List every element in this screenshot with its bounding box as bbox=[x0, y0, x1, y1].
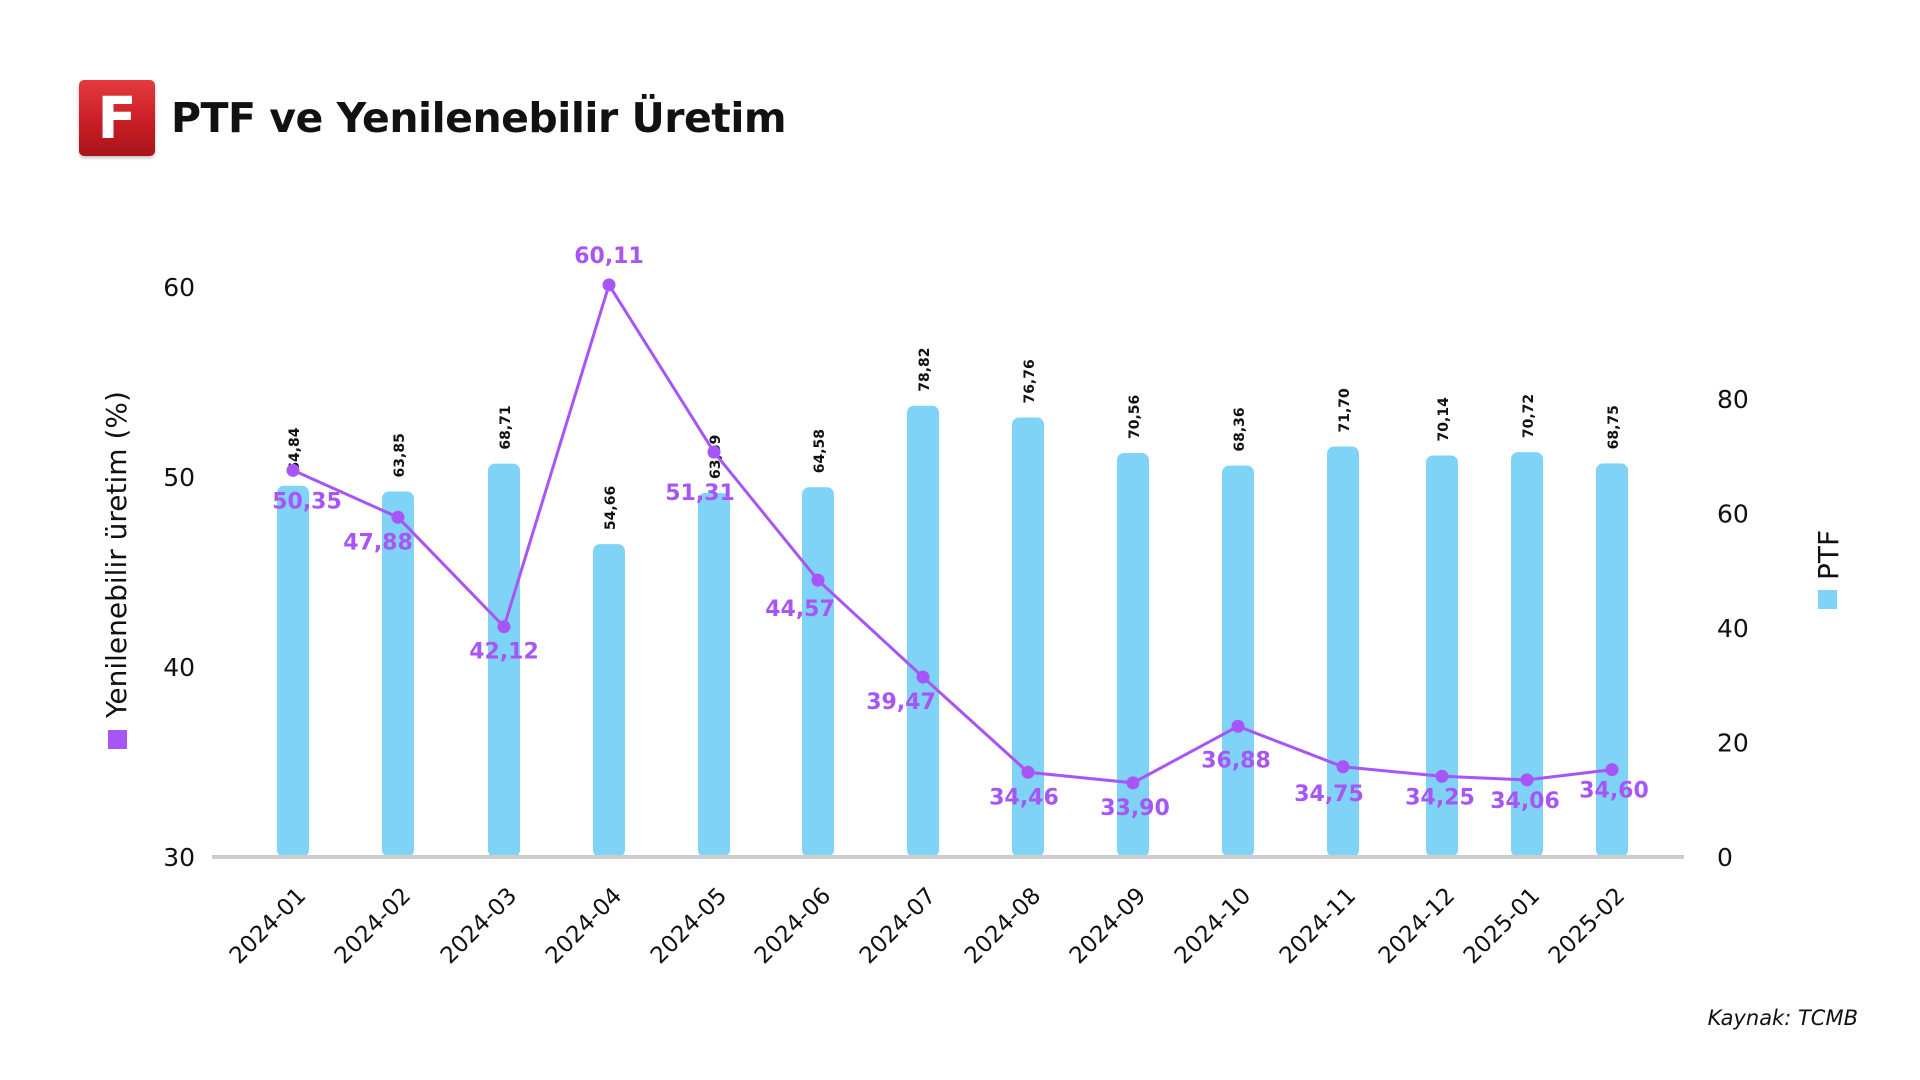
ptf-bar bbox=[1596, 463, 1628, 857]
ptf-bar bbox=[907, 405, 939, 857]
left-axis-tick-label: 60 bbox=[163, 273, 195, 302]
ptf-bar bbox=[1511, 452, 1543, 857]
renewable-point bbox=[1021, 765, 1035, 779]
x-axis-tick-label: 2024-04 bbox=[541, 883, 627, 969]
renewable-point bbox=[286, 463, 300, 477]
x-axis-tick-label: 2024-05 bbox=[646, 883, 732, 969]
chart-title: PTF ve Yenilenebilir Üretim bbox=[171, 94, 787, 142]
right-axis-tick-label: 0 bbox=[1717, 843, 1733, 872]
ptf-bar bbox=[382, 491, 414, 857]
renewable-data-label: 33,90 bbox=[1100, 796, 1170, 821]
ptf-bar bbox=[1117, 453, 1149, 857]
ptf-bar bbox=[1012, 417, 1044, 857]
x-axis-tick-label: 2024-11 bbox=[1275, 883, 1361, 969]
renewable-data-label: 50,35 bbox=[272, 489, 342, 514]
right-legend-swatch bbox=[1818, 590, 1837, 609]
renewable-data-label: 44,57 bbox=[765, 597, 835, 622]
renewable-point bbox=[1336, 760, 1350, 774]
renewable-data-label: 34,75 bbox=[1294, 782, 1364, 807]
left-axis-tick-label: 30 bbox=[163, 843, 195, 872]
ptf-data-label: 70,72 bbox=[1521, 394, 1537, 438]
renewable-point bbox=[916, 670, 930, 684]
ptf-data-label: 54,66 bbox=[603, 486, 619, 530]
right-axis-tick-label: 60 bbox=[1717, 500, 1749, 529]
ptf-bar bbox=[802, 487, 834, 857]
ptf-data-label: 68,75 bbox=[1606, 405, 1622, 449]
renewable-point bbox=[811, 573, 825, 587]
right-axis-tick-label: 40 bbox=[1717, 614, 1749, 643]
ptf-data-label: 64,58 bbox=[812, 429, 828, 473]
ptf-data-label: 71,70 bbox=[1337, 388, 1353, 433]
left-axis-tick-label: 50 bbox=[163, 463, 195, 492]
ptf-data-label: 70,56 bbox=[1127, 395, 1143, 439]
ptf-bar bbox=[593, 544, 625, 857]
ptf-bar bbox=[1222, 465, 1254, 857]
ptf-data-label: 68,36 bbox=[1232, 407, 1248, 451]
renewable-data-label: 34,25 bbox=[1405, 785, 1475, 810]
x-axis-tick-label: 2025-02 bbox=[1544, 883, 1630, 969]
x-axis-tick-label: 2024-12 bbox=[1374, 883, 1460, 969]
ptf-data-label: 70,14 bbox=[1436, 397, 1452, 442]
renewable-point bbox=[391, 510, 405, 524]
renewable-data-label: 36,88 bbox=[1201, 748, 1271, 773]
renewable-data-label: 39,47 bbox=[866, 690, 936, 715]
renewable-data-label: 34,46 bbox=[989, 785, 1059, 810]
ptf-bar bbox=[488, 463, 520, 857]
renewable-data-label: 34,06 bbox=[1490, 789, 1560, 814]
ptf-bar bbox=[277, 485, 309, 857]
right-axis-tick-label: 20 bbox=[1717, 729, 1749, 758]
x-axis-tick-label: 2024-01 bbox=[225, 883, 311, 969]
x-axis-tick-label: 2024-03 bbox=[436, 883, 522, 969]
ptf-data-label: 68,71 bbox=[498, 405, 514, 449]
renewable-data-label: 51,31 bbox=[665, 481, 735, 506]
renewable-point bbox=[707, 445, 721, 459]
right-axis-tick-label: 80 bbox=[1717, 385, 1749, 414]
renewable-point bbox=[1126, 776, 1140, 790]
renewable-point bbox=[1435, 769, 1449, 783]
ptf-bar bbox=[1327, 446, 1359, 857]
renewable-point bbox=[1231, 719, 1245, 733]
renewable-point bbox=[602, 278, 616, 292]
renewable-data-label: 47,88 bbox=[343, 530, 413, 555]
renewable-data-label: 34,60 bbox=[1579, 779, 1649, 804]
left-axis-tick-label: 40 bbox=[163, 653, 195, 682]
chart-header: F PTF ve Yenilenebilir Üretim bbox=[79, 80, 787, 156]
ptf-bar bbox=[698, 492, 730, 857]
x-axis-tick-label: 2024-10 bbox=[1170, 883, 1256, 969]
left-axis-title: Yenilenebilir üretim (%) bbox=[100, 391, 133, 719]
left-legend-swatch bbox=[108, 730, 127, 749]
right-axis-title: PTF bbox=[1812, 530, 1845, 580]
x-axis-tick-label: 2024-02 bbox=[330, 883, 416, 969]
renewable-data-label: 42,12 bbox=[469, 640, 539, 665]
renewable-data-label: 60,11 bbox=[574, 244, 644, 269]
ptf-data-label: 63,85 bbox=[392, 433, 408, 477]
renewable-point bbox=[497, 620, 511, 634]
x-axis-tick-label: 2025-01 bbox=[1459, 883, 1545, 969]
ptf-data-label: 64,84 bbox=[287, 427, 303, 472]
brand-logo: F bbox=[79, 80, 155, 156]
x-axis-tick-label: 2024-07 bbox=[855, 883, 941, 969]
x-axis-tick-label: 2024-08 bbox=[960, 883, 1046, 969]
ptf-data-label: 76,76 bbox=[1022, 359, 1038, 403]
ptf-data-label: 78,82 bbox=[917, 347, 933, 391]
ptf-bar bbox=[1426, 455, 1458, 857]
renewable-point bbox=[1520, 773, 1534, 787]
renewable-line bbox=[292, 283, 1613, 785]
x-axis-tick-label: 2024-06 bbox=[750, 883, 836, 969]
renewable-point bbox=[1605, 763, 1619, 777]
x-axis-tick-label: 2024-09 bbox=[1065, 883, 1151, 969]
source-note: Kaynak: TCMB bbox=[1707, 1006, 1858, 1030]
